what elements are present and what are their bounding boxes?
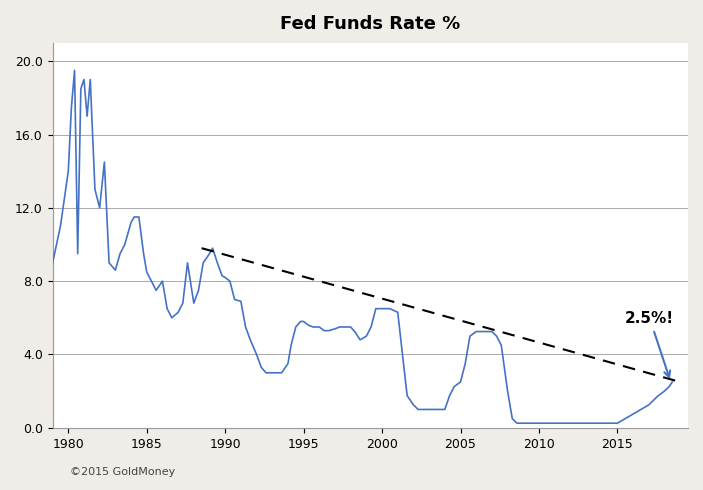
Text: ©2015 GoldMoney: ©2015 GoldMoney bbox=[70, 467, 176, 477]
Text: 2.5%!: 2.5%! bbox=[625, 311, 674, 377]
Title: Fed Funds Rate %: Fed Funds Rate % bbox=[280, 15, 460, 33]
